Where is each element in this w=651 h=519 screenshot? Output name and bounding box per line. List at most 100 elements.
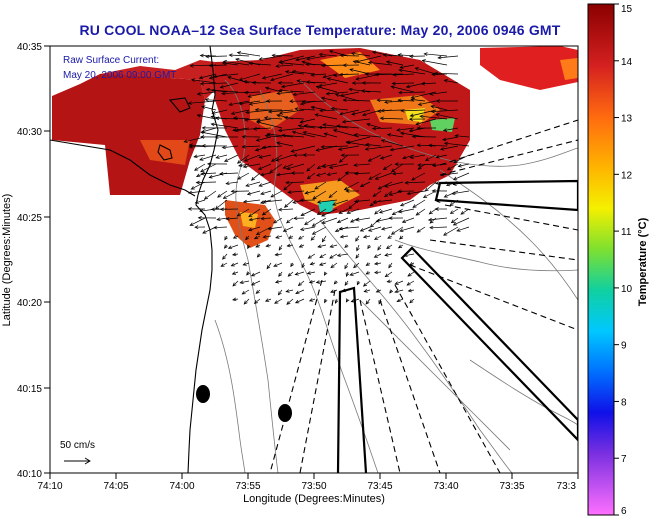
current-vector-head bbox=[384, 100, 389, 104]
current-vector-head bbox=[337, 177, 342, 182]
current-vector-head bbox=[290, 262, 294, 268]
current-vector-head bbox=[429, 92, 434, 96]
current-vector-head bbox=[205, 54, 210, 59]
current-vector-head bbox=[205, 87, 211, 92]
current-vector-head bbox=[436, 199, 441, 203]
current-vector-head bbox=[460, 211, 465, 215]
current-vector bbox=[244, 154, 261, 162]
current-vector-head bbox=[362, 234, 368, 239]
current-vector-head bbox=[428, 210, 433, 215]
current-vector-head bbox=[371, 50, 377, 55]
x-axis-label: Longitude (Degrees:Minutes) bbox=[243, 493, 385, 505]
current-vector bbox=[283, 181, 294, 191]
current-vector-head bbox=[406, 282, 411, 286]
current-vector bbox=[337, 253, 349, 257]
current-vector-head bbox=[344, 281, 349, 286]
current-vector-head bbox=[399, 235, 404, 240]
current-vector bbox=[200, 163, 217, 173]
current-vector bbox=[260, 217, 272, 220]
current-vector-head bbox=[318, 52, 323, 57]
current-vector-head bbox=[345, 272, 350, 277]
current-vector-head bbox=[243, 90, 249, 95]
current-vector-head bbox=[287, 272, 292, 277]
current-vector bbox=[329, 50, 349, 57]
current-vector-head bbox=[264, 298, 270, 302]
current-vector bbox=[237, 52, 261, 57]
current-vector bbox=[306, 163, 316, 172]
current-vector-head bbox=[431, 72, 436, 77]
current-vector bbox=[351, 298, 360, 303]
current-vector bbox=[333, 129, 360, 138]
current-vector-head bbox=[299, 227, 305, 231]
current-vector bbox=[265, 135, 283, 138]
current-vector bbox=[444, 190, 459, 198]
current-vector bbox=[262, 199, 283, 203]
current-vector bbox=[205, 99, 228, 102]
current-vector bbox=[402, 217, 415, 223]
current-vector bbox=[211, 89, 239, 93]
current-vector bbox=[232, 127, 250, 131]
current-vector-head bbox=[200, 168, 205, 173]
current-vector bbox=[188, 190, 206, 194]
current-vector-head bbox=[411, 134, 416, 139]
current-vector bbox=[266, 244, 272, 247]
current-vector-head bbox=[398, 209, 403, 214]
current-vector-head bbox=[424, 157, 430, 161]
current-vector bbox=[386, 244, 393, 249]
current-vector-head bbox=[274, 279, 280, 284]
current-vector bbox=[204, 190, 217, 200]
current-vector bbox=[393, 73, 415, 76]
current-vector-head bbox=[199, 53, 204, 58]
current-vector bbox=[362, 109, 382, 116]
current-vector bbox=[431, 105, 448, 111]
current-vector-head bbox=[449, 202, 454, 206]
current-vector-head bbox=[346, 210, 351, 214]
current-vector bbox=[330, 289, 338, 293]
current-vector-head bbox=[303, 124, 308, 128]
current-vector bbox=[202, 226, 217, 234]
current-vector-head bbox=[302, 131, 307, 135]
current-vector bbox=[276, 91, 294, 94]
current-vector-head bbox=[210, 88, 216, 93]
current-vector bbox=[275, 253, 283, 256]
current-vector bbox=[229, 54, 250, 57]
current-vector-head bbox=[214, 135, 219, 139]
current-vector-head bbox=[344, 171, 349, 175]
current-vector bbox=[291, 145, 316, 152]
current-vector-head bbox=[247, 244, 251, 250]
current-vector-head bbox=[453, 159, 458, 163]
current-vector-head bbox=[306, 175, 311, 180]
current-vector bbox=[199, 154, 217, 161]
current-vector bbox=[284, 199, 294, 208]
current-vector bbox=[407, 190, 426, 195]
current-vector-head bbox=[252, 126, 257, 131]
current-vector bbox=[396, 127, 415, 131]
current-vector bbox=[275, 154, 294, 161]
current-vector-head bbox=[452, 221, 458, 226]
current-vector-head bbox=[265, 99, 271, 103]
current-vector-head bbox=[434, 207, 439, 211]
current-vector bbox=[381, 139, 404, 147]
current-vector-head bbox=[210, 115, 215, 119]
current-vector-head bbox=[440, 172, 445, 177]
current-vector bbox=[344, 181, 360, 191]
current-vector bbox=[412, 136, 437, 138]
current-vector bbox=[421, 82, 437, 85]
current-vector bbox=[254, 235, 261, 240]
current-vector-head bbox=[385, 60, 391, 65]
current-vector bbox=[256, 136, 272, 141]
current-vector bbox=[428, 144, 448, 147]
current-vector-head bbox=[434, 181, 440, 185]
current-vector bbox=[188, 100, 217, 104]
current-vector bbox=[226, 181, 239, 185]
current-vector bbox=[399, 69, 426, 75]
current-vector bbox=[416, 208, 426, 216]
current-vector-head bbox=[248, 213, 253, 218]
current-vector bbox=[304, 217, 316, 225]
current-vector-head bbox=[330, 106, 335, 111]
current-vector-head bbox=[316, 173, 321, 177]
current-vector-head bbox=[190, 186, 195, 190]
current-vector-head bbox=[216, 217, 221, 222]
current-vector-head bbox=[450, 219, 456, 224]
current-vector-head bbox=[243, 300, 248, 305]
